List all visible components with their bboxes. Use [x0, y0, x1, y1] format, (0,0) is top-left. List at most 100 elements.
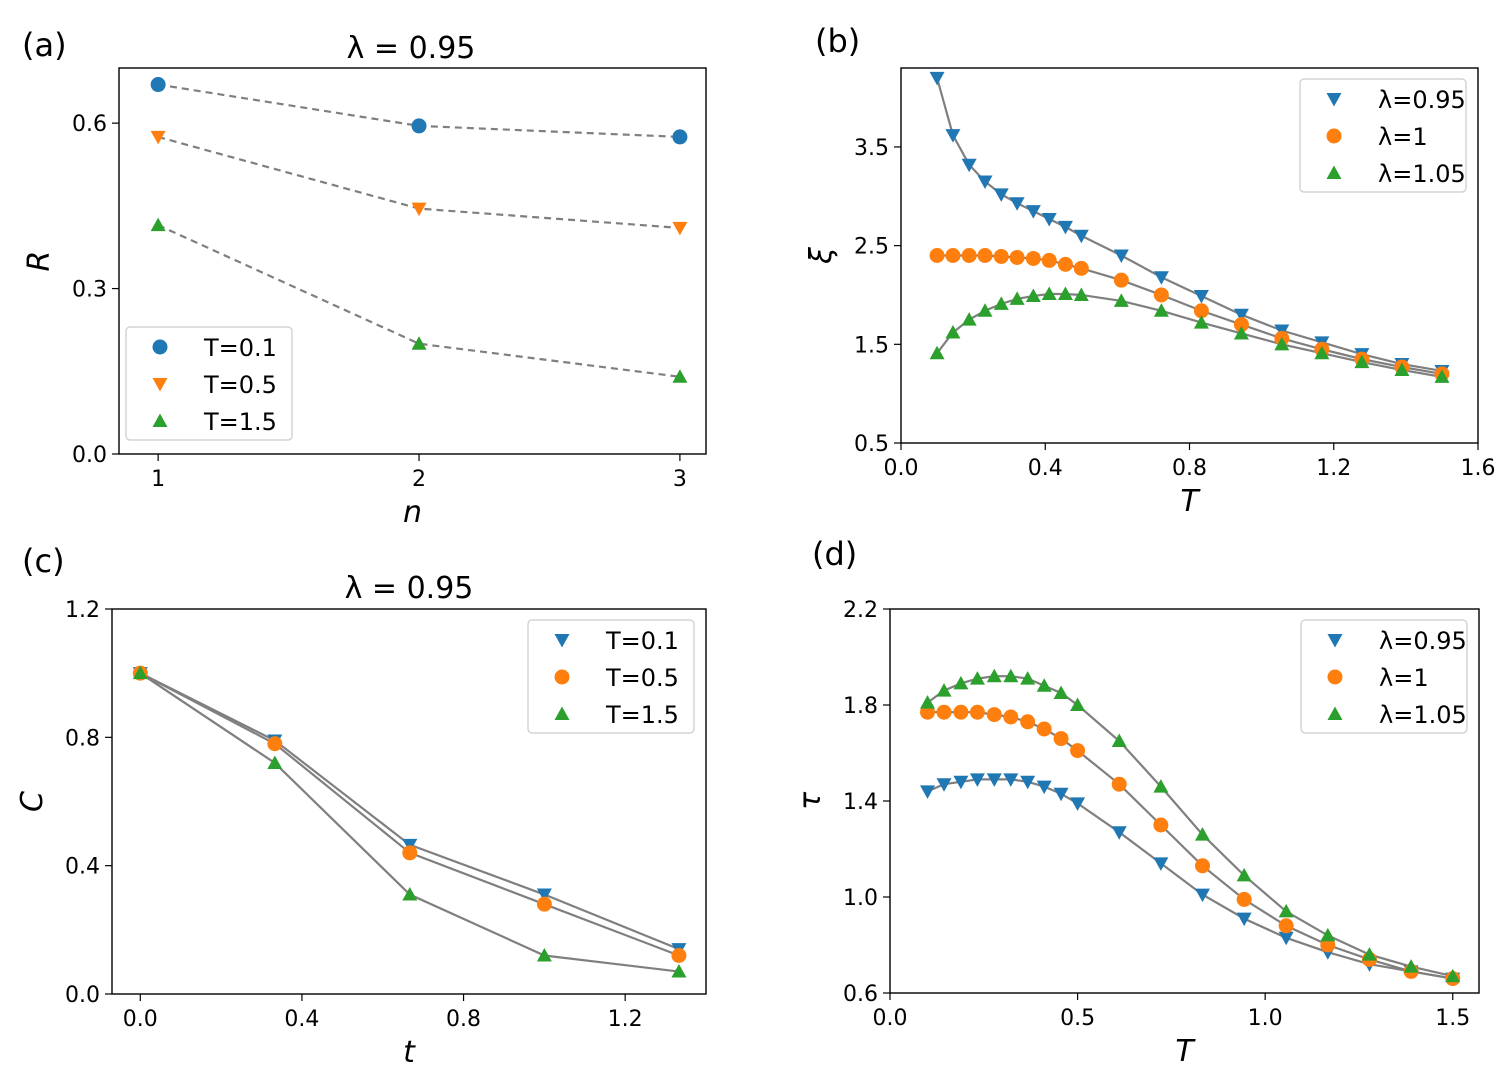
- legend: λ=0.95 λ=1 λ=1.05: [1299, 78, 1467, 193]
- chart-title: λ = 0.95: [345, 571, 474, 606]
- y-tick-label: 1.2: [65, 598, 100, 623]
- data-point: [1320, 927, 1336, 942]
- data-point: [1009, 249, 1025, 265]
- panel-a: (a) λ = 0.95 1 2 3 0.0 0.3 0.6 n R T=0.1 T=0.5 T=1.5: [22, 26, 707, 530]
- y-tick-label: 0.3: [72, 278, 107, 303]
- legend-label: T=0.1: [605, 627, 679, 655]
- data-point: [1020, 775, 1036, 790]
- data-point: [1073, 260, 1089, 276]
- legend-frame: [1299, 78, 1467, 193]
- data-point: [1233, 325, 1249, 340]
- y-axis-label: R: [22, 251, 57, 272]
- data-point: [977, 175, 993, 189]
- legend-marker: [554, 669, 570, 685]
- legend-marker: [1326, 93, 1342, 107]
- legend-label: T=1.5: [203, 408, 277, 436]
- panel-label: (d): [812, 535, 857, 573]
- data-point: [1195, 827, 1211, 841]
- data-point: [929, 345, 945, 360]
- data-point: [1053, 787, 1069, 802]
- data-point: [929, 248, 945, 263]
- data-point: [1025, 288, 1041, 302]
- x-axis-label: t: [403, 1035, 416, 1070]
- data-point: [953, 675, 969, 690]
- data-point: [1111, 733, 1127, 747]
- legend-frame: [1300, 619, 1468, 734]
- data-point: [1153, 817, 1169, 833]
- y-tick-label: 0.0: [65, 983, 100, 1008]
- data-point: [1236, 867, 1252, 882]
- y-axis-label: ξ: [804, 247, 839, 265]
- legend-label: λ=1.05: [1378, 160, 1466, 188]
- legend-label: λ=1: [1379, 664, 1429, 692]
- y-axis-label: τ: [793, 791, 828, 810]
- data-point: [1070, 797, 1086, 811]
- legend-label: T=0.1: [203, 334, 277, 362]
- y-tick-label: 1.8: [843, 694, 878, 719]
- data-point: [1041, 252, 1057, 268]
- x-tick-label: 1.2: [1316, 456, 1351, 481]
- panel-label: (a): [22, 26, 67, 64]
- data-point: [1073, 287, 1089, 301]
- data-point: [969, 671, 985, 685]
- legend-label: T=1.5: [605, 701, 679, 729]
- data-point: [1236, 912, 1252, 927]
- data-point: [1036, 721, 1052, 737]
- panel-d: (d)0.0 0.5 1.0 1.50.61.01.41.82.2Tτλ=0.95λ=…: [793, 535, 1480, 1069]
- data-point: [150, 130, 166, 145]
- y-tick-label: 0.6: [72, 112, 107, 137]
- data-point: [671, 948, 687, 963]
- data-point: [536, 888, 552, 903]
- x-tick-label: 0.0: [884, 456, 919, 481]
- legend-label: T=0.5: [605, 664, 679, 692]
- data-point: [1036, 780, 1052, 795]
- data-point: [267, 736, 283, 752]
- data-point: [1193, 315, 1209, 329]
- data-point: [969, 704, 985, 720]
- legend-marker: [152, 378, 168, 392]
- legend-frame: [125, 326, 293, 441]
- legend-label: λ=0.95: [1379, 627, 1467, 655]
- panel-label: (c): [22, 542, 65, 580]
- data-point: [1278, 903, 1294, 918]
- series-line: [157, 224, 681, 378]
- data-point: [1394, 362, 1410, 376]
- data-point: [1053, 731, 1069, 747]
- data-point: [150, 217, 166, 232]
- data-point: [1113, 249, 1129, 263]
- data-point: [150, 77, 166, 93]
- y-tick-label: 0.8: [65, 726, 100, 751]
- data-point: [1111, 826, 1127, 840]
- data-point: [267, 755, 283, 769]
- x-tick-label: 1.5: [1435, 1006, 1470, 1031]
- chart-title: λ = 0.95: [347, 31, 476, 66]
- series-line: [927, 711, 1453, 980]
- legend: T=0.1 T=0.5 T=1.5: [125, 326, 293, 441]
- data-point: [402, 845, 418, 861]
- series-line: [927, 778, 1453, 980]
- data-point: [977, 303, 993, 317]
- y-axis-label: C: [15, 791, 50, 812]
- x-axis-label: n: [403, 495, 422, 530]
- data-point: [986, 707, 1002, 723]
- y-tick-label: 0.6: [843, 982, 878, 1007]
- y-tick-label: 0.4: [65, 855, 100, 880]
- data-point: [1153, 287, 1169, 303]
- data-point: [536, 896, 552, 912]
- data-point: [945, 324, 961, 339]
- data-point: [969, 773, 985, 787]
- axes-frame: [118, 67, 707, 455]
- data-point: [1153, 303, 1169, 317]
- legend-label: T=0.5: [203, 371, 277, 399]
- data-point: [411, 202, 427, 217]
- data-point: [961, 158, 977, 173]
- data-point: [1278, 918, 1294, 934]
- x-tick-label: 0.8: [446, 1007, 481, 1032]
- x-axis-label: T: [1175, 1034, 1196, 1069]
- data-point: [671, 964, 687, 978]
- data-point: [1020, 714, 1036, 730]
- data-point: [1041, 212, 1057, 227]
- panel-c: (c) λ = 0.95 0.0 0.4 0.8 1.2 0.0 0.4 0.8 1.2 t C T=0…: [15, 542, 707, 1070]
- data-point: [936, 704, 952, 720]
- data-point: [402, 887, 418, 901]
